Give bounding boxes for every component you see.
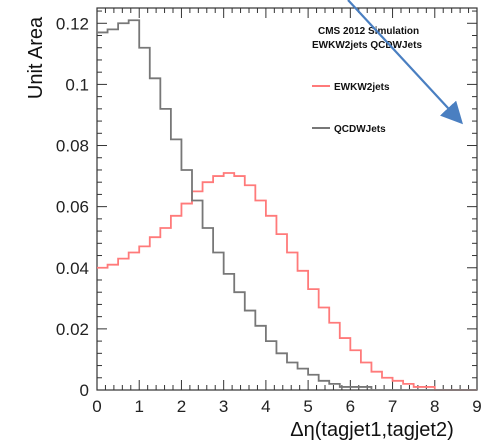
y-tick-label: 0.02 [56,320,89,339]
x-tick-label: 4 [261,397,270,416]
x-tick-label: 3 [219,397,228,416]
x-tick-label: 2 [177,397,186,416]
y-tick-label: 0.08 [56,137,89,156]
annotation-line-2: EWKW2jets QCDWJets [312,40,422,51]
x-tick-label: 1 [134,397,143,416]
x-tick-label: 5 [303,397,312,416]
series-layer [97,19,477,391]
pointer-arrow [347,0,463,125]
x-axis-tick-labels: 0 1 2 3 4 5 6 7 8 9 [92,397,481,416]
legend-label-qcdwjets: QCDWJets [334,124,386,135]
legend-label-ewkw2jets: EWKW2jets [334,82,390,93]
x-tick-label: 7 [388,397,397,416]
y-axis-tick-labels: 0 0.02 0.04 0.06 0.08 0.1 0.12 [56,14,89,400]
y-tick-label: 0 [80,381,89,400]
x-tick-label: 0 [92,397,101,416]
x-tick-label: 8 [430,397,439,416]
plot-frame [96,7,478,391]
y-axis-title: Unit Area [25,16,47,99]
series-line-qcdwjets [97,19,477,391]
series-line-ewkw2jets [97,172,477,391]
y-tick-label: 0.06 [56,198,89,217]
y-tick-label: 0.04 [56,259,89,278]
x-axis-title: Δη(tagjet1,tagjet2) [290,419,453,441]
y-tick-label: 0.12 [56,14,89,33]
annotation-line-1: CMS 2012 Simulation [318,26,419,37]
x-tick-label: 9 [472,397,481,416]
y-axis-ticks [97,10,477,391]
x-axis-ticks [96,8,478,390]
y-tick-label: 0.1 [65,75,89,94]
x-tick-label: 6 [346,397,355,416]
